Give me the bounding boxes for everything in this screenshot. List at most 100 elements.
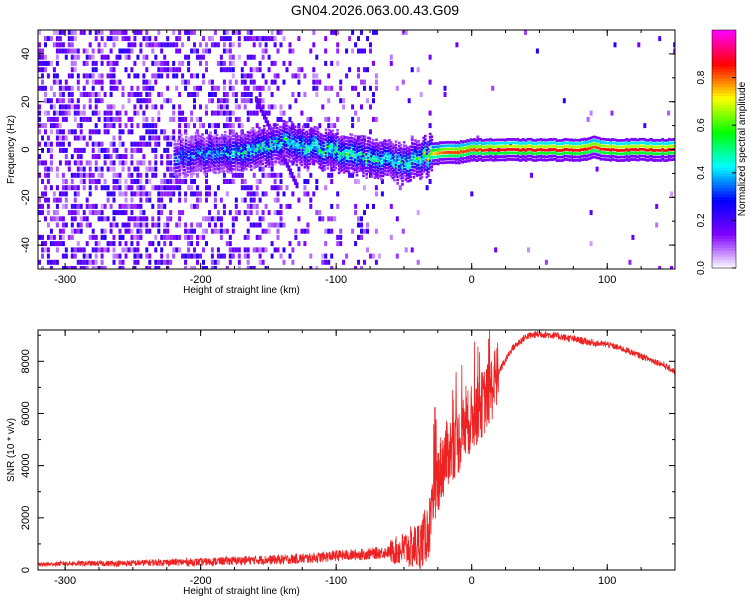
- heatmap-cell: [175, 176, 178, 179]
- heatmap-cell: [246, 210, 250, 216]
- heatmap-cell: [193, 85, 196, 91]
- heatmap-cell: [103, 123, 107, 129]
- heatmap-cell: [76, 210, 80, 216]
- heatmap-cell: [401, 173, 404, 176]
- heatmap-cell: [464, 147, 468, 150]
- heatmap-cell: [365, 176, 368, 179]
- heatmap-cell: [646, 155, 650, 159]
- heatmap-cell: [246, 266, 250, 269]
- heatmap-cell: [223, 130, 227, 134]
- heatmap-cell: [619, 159, 622, 162]
- heatmap-cell: [427, 164, 430, 167]
- heatmap-cell: [559, 149, 562, 152]
- heatmap-cell: [210, 165, 214, 169]
- heatmap-cell: [518, 155, 521, 159]
- heatmap-cell: [100, 36, 104, 42]
- heatmap-cell: [336, 142, 339, 145]
- heatmap-cell: [266, 120, 270, 127]
- heatmap-cell: [176, 159, 180, 163]
- heatmap-cell: [407, 98, 411, 104]
- heatmap-cell: [208, 98, 211, 104]
- heatmap-cell: [261, 159, 264, 162]
- heatmap-cell: [378, 174, 382, 178]
- heatmap-cell: [41, 85, 44, 91]
- heatmap-cell: [243, 143, 247, 147]
- heatmap-cell: [100, 228, 104, 234]
- heatmap-cell: [263, 124, 266, 128]
- heatmap-cell: [598, 153, 601, 157]
- heatmap-cell: [416, 210, 420, 216]
- heatmap-cell: [669, 145, 673, 148]
- heatmap-cell: [482, 159, 486, 162]
- heatmap-cell: [180, 157, 183, 160]
- heatmap-cell: [201, 156, 204, 160]
- heatmap-cell: [273, 36, 277, 42]
- heatmap-cell: [576, 158, 580, 162]
- heatmap-cell: [342, 98, 346, 104]
- heatmap-cell: [416, 67, 420, 73]
- heatmap-cell: [417, 146, 421, 150]
- heatmap-cell: [79, 92, 83, 97]
- heatmap-cell: [619, 145, 622, 149]
- heatmap-cell: [337, 161, 341, 165]
- heatmap-cell: [651, 145, 655, 149]
- heatmap-cell: [641, 151, 645, 154]
- heatmap-cell: [64, 266, 68, 269]
- heatmap-cell: [376, 176, 380, 180]
- heatmap-cell: [632, 141, 635, 145]
- heatmap-cell: [252, 79, 256, 85]
- heatmap-cell: [659, 139, 663, 142]
- heatmap-cell: [428, 79, 432, 85]
- heatmap-cell: [542, 145, 546, 148]
- heatmap-cell: [109, 191, 113, 197]
- heatmap-cell: [606, 141, 609, 145]
- heatmap-cell: [381, 164, 385, 168]
- heatmap-cell: [241, 169, 245, 172]
- heatmap-cell: [479, 151, 482, 154]
- heatmap-cell: [82, 135, 86, 141]
- heatmap-cell: [482, 152, 486, 156]
- heatmap-cell: [184, 132, 188, 136]
- heatmap-cell: [235, 152, 238, 156]
- heatmap-cell: [321, 151, 325, 154]
- heatmap-cell: [308, 142, 312, 145]
- heatmap-cell: [389, 171, 393, 174]
- heatmap-cell: [396, 172, 399, 175]
- heatmap-cell: [55, 123, 59, 129]
- heatmap-cell: [352, 167, 355, 171]
- heatmap-cell: [332, 155, 336, 158]
- heatmap-cell: [190, 241, 194, 247]
- heatmap-cell: [190, 116, 194, 122]
- heatmap-cell: [133, 253, 137, 259]
- heatmap-cell: [250, 155, 253, 158]
- heatmap-cell: [88, 234, 92, 240]
- heatmap-cell: [398, 165, 401, 168]
- heatmap-cell: [348, 172, 352, 178]
- heatmap-cell: [261, 48, 265, 54]
- heatmap-cell: [347, 150, 351, 153]
- heatmap-cell: [386, 166, 390, 170]
- heatmap-cell: [238, 168, 242, 172]
- heatmap-cell: [480, 159, 484, 162]
- heatmap-cell: [615, 142, 619, 145]
- heatmap-cell: [315, 210, 319, 216]
- heatmap-cell: [511, 141, 515, 144]
- heatmap-cell: [267, 54, 271, 60]
- heatmap-cell: [311, 148, 315, 152]
- heatmap-cell: [368, 157, 372, 160]
- heatmap-cell: [586, 157, 590, 161]
- heatmap-cell: [49, 60, 53, 66]
- heatmap-cell: [329, 163, 333, 167]
- heatmap-cell: [44, 110, 47, 116]
- heatmap-cell: [493, 142, 497, 145]
- heatmap-cell: [370, 155, 373, 158]
- heatmap-cell: [178, 179, 182, 184]
- heatmap-cell: [285, 141, 289, 144]
- heatmap-cell: [139, 98, 143, 104]
- heatmap-cell: [41, 60, 44, 66]
- heatmap-cell: [246, 185, 250, 191]
- heatmap-cell: [563, 141, 567, 144]
- heatmap-cell: [330, 85, 334, 91]
- heatmap-cell: [223, 150, 227, 154]
- heatmap-cell: [109, 30, 113, 35]
